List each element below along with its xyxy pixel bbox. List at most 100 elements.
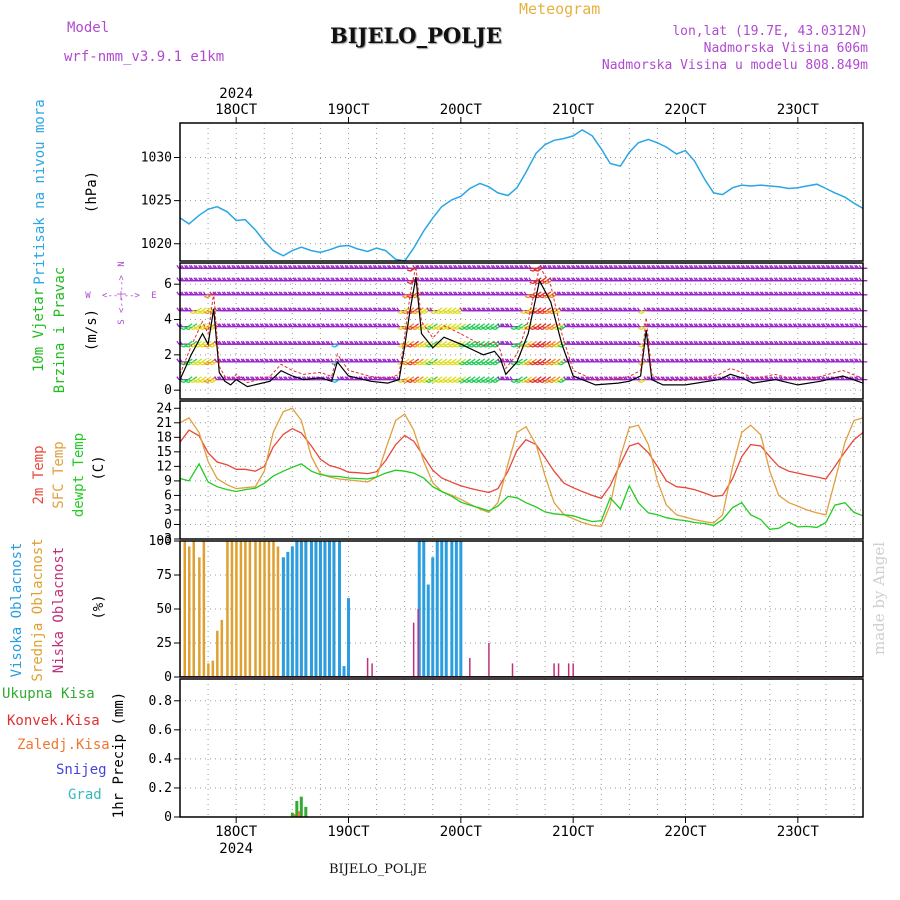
low-cloud-bar	[567, 663, 570, 677]
year-label-bottom: 2024	[219, 841, 253, 857]
wind-barb	[506, 376, 519, 381]
wind-barb	[393, 323, 405, 328]
mid-cloud-bar	[226, 541, 229, 677]
precip-ylabel: 1hr Precip (mm)	[111, 692, 127, 818]
credit-watermark: made by Angel	[870, 541, 888, 655]
wind-barb	[393, 307, 405, 312]
high-cloud-bar	[318, 541, 322, 677]
temp2m-line	[179, 427, 864, 500]
mid-cloud-bar	[211, 660, 215, 677]
mid-cloud-bar	[202, 541, 206, 677]
frozen-precip-bar	[293, 814, 296, 817]
low-cloud-bar	[572, 663, 574, 677]
y-tick-label: 50	[156, 602, 172, 617]
x-tick-label-bottom: 19OCT	[327, 824, 370, 840]
dewpoint-label: dewpt Temp	[71, 433, 87, 517]
y-tick-label: 0	[164, 517, 172, 532]
y-tick-label: 0	[164, 383, 172, 398]
compass-arrows-v: <--|-->	[117, 274, 127, 313]
wind-unit: (m/s)	[84, 309, 100, 351]
total-precip-bar	[299, 796, 303, 817]
low-cloud-bar	[469, 657, 471, 677]
y-tick-label: 1025	[141, 194, 172, 209]
wind-barb	[855, 358, 868, 363]
high-cloud-bar	[435, 541, 439, 677]
x-tick-label-top: 18OCT	[215, 102, 258, 118]
wind-barb	[176, 376, 188, 381]
wind-label: 10m Vjetar	[31, 288, 47, 372]
compass-south: S	[117, 319, 127, 324]
mid-cloud-bar	[267, 541, 271, 677]
mid-cloud-bar	[216, 630, 219, 677]
y-tick-label: 25	[156, 636, 172, 651]
wind-barb	[855, 323, 868, 328]
station-title: BIJELO_POLJE	[330, 23, 502, 48]
y-tick-label: 18	[156, 430, 172, 445]
x-tick-label-bottom: 23OCT	[777, 824, 820, 840]
x-tick-label-top: 21OCT	[552, 102, 595, 118]
y-tick-label: 9	[164, 474, 172, 489]
mid-cloud-bar	[248, 541, 252, 677]
high-cloud-bar	[338, 541, 342, 677]
x-tick-label-bottom: 20OCT	[440, 824, 483, 840]
low-cloud-bar	[412, 622, 415, 677]
wind-barb	[855, 264, 868, 269]
high-cloud-bar	[450, 541, 454, 677]
compass-north: N	[117, 261, 127, 266]
y-tick-label: 15	[156, 445, 172, 460]
high-cloud-bar	[422, 541, 426, 677]
compass-east: E	[151, 291, 156, 301]
model-elevation-label: Nadmorska Visina u modelu 808.849m	[601, 58, 868, 73]
model-name: wrf-nmm_v3.9.1 e1km	[64, 49, 225, 65]
y-tick-label: -3	[156, 532, 172, 547]
wind-barb	[506, 323, 519, 328]
y-tick-label: 2	[164, 348, 172, 363]
high-cloud-bar	[314, 541, 318, 677]
y-tick-label: 24	[156, 401, 172, 416]
wind-label-2: Brzina i Pravac	[52, 267, 68, 393]
precip-legend-item: Snijeg	[56, 762, 107, 778]
total-precip-bar	[290, 812, 294, 817]
y-tick-label: 0.4	[149, 752, 173, 767]
precip-legend-item: Grad	[68, 787, 102, 803]
high-cloud-bar	[327, 541, 331, 677]
panel-frame	[179, 400, 864, 540]
y-tick-label: 0.6	[149, 723, 172, 738]
mid-cloud-bar	[220, 619, 224, 677]
y-tick-label: 4	[164, 313, 172, 328]
panel-frame	[179, 122, 864, 262]
high-cloud-bar	[286, 551, 290, 677]
wind-barb	[855, 277, 868, 282]
wind-barb	[525, 264, 537, 269]
x-tick-label-top: 19OCT	[327, 102, 370, 118]
high-cloud-bar	[444, 541, 448, 677]
compass-arrows-h: <--|-->	[102, 291, 141, 301]
wind-barb	[176, 340, 188, 345]
high-cloud-bar	[295, 541, 299, 677]
y-tick-label: 100	[149, 534, 172, 549]
y-tick-label: 21	[156, 416, 172, 431]
wind-barb	[398, 291, 410, 296]
x-tick-label-top: 23OCT	[777, 102, 820, 118]
high-cloud-bar	[342, 666, 346, 677]
precip-legend-item: Zaledj.Kisa	[17, 737, 110, 753]
low-cloud-label: Niska Oblacnost	[51, 547, 67, 673]
wind-barb	[855, 340, 868, 345]
low-cloud-bar	[366, 657, 369, 677]
wind-speed-line	[179, 276, 864, 388]
mid-cloud-bar	[187, 546, 191, 677]
high-cloud-bar	[299, 541, 303, 677]
wind-gust-line	[179, 265, 864, 384]
y-tick-label: 0.2	[149, 781, 172, 796]
high-cloud-bar	[347, 598, 351, 677]
wind-barb	[506, 340, 519, 345]
high-cloud-bar	[332, 541, 336, 677]
sfc_temp-line	[179, 407, 864, 528]
high-cloud-bar	[309, 541, 313, 677]
mid-cloud-label: Srednja Oblacnost	[30, 538, 46, 681]
mid-cloud-bar	[192, 541, 195, 677]
wind-barb	[855, 291, 868, 296]
mid-cloud-bar	[263, 541, 266, 677]
high-cloud-label: Visoka Oblacnost	[9, 543, 25, 678]
